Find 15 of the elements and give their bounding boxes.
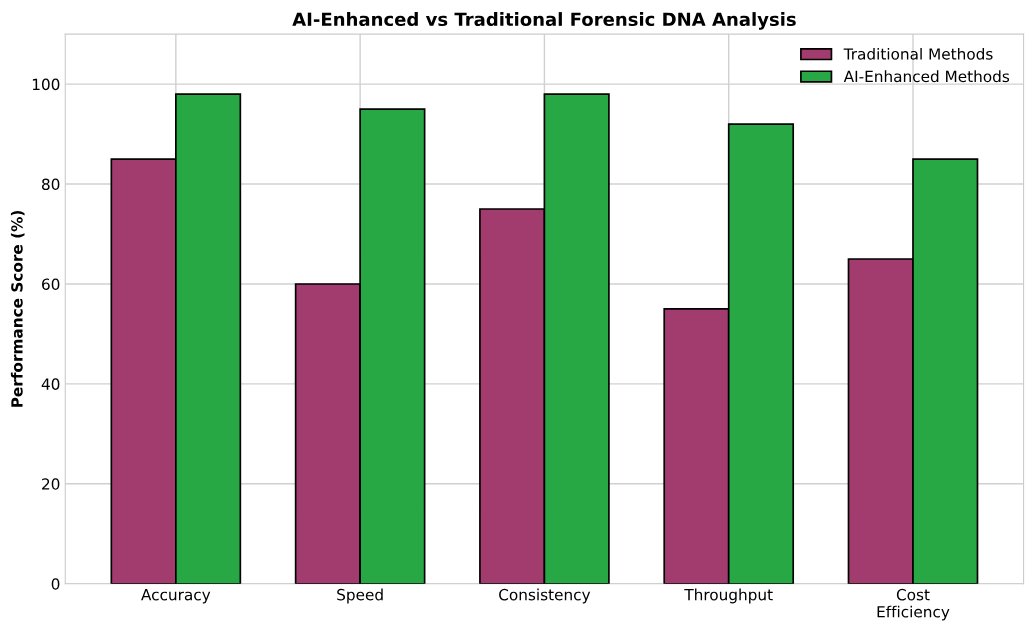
legend-label: Traditional Methods bbox=[843, 47, 993, 60]
y-tick-label: 100 bbox=[32, 78, 60, 91]
y-tick-label: 20 bbox=[42, 478, 60, 490]
y-tick-label: 60 bbox=[42, 278, 60, 290]
x-tick-label: Throughput bbox=[684, 588, 773, 604]
chart-title: AI-Enhanced vs Traditional Forensic DNA Analysis bbox=[292, 12, 796, 30]
y-tick-label: 80 bbox=[42, 178, 60, 191]
x-tick-label: Consistency bbox=[499, 588, 591, 604]
y-axis-title: Performance Score (%) bbox=[10, 210, 25, 407]
x-tick-label: Accuracy bbox=[141, 589, 211, 604]
x-tick-label: Cost Efficiency bbox=[877, 588, 950, 621]
y-tick-label: 0 bbox=[51, 578, 60, 590]
y-tick-label: 40 bbox=[41, 378, 60, 390]
legend-label: AI-Enhanced Methods bbox=[843, 70, 1010, 83]
x-tick-label: Speed bbox=[337, 588, 383, 604]
